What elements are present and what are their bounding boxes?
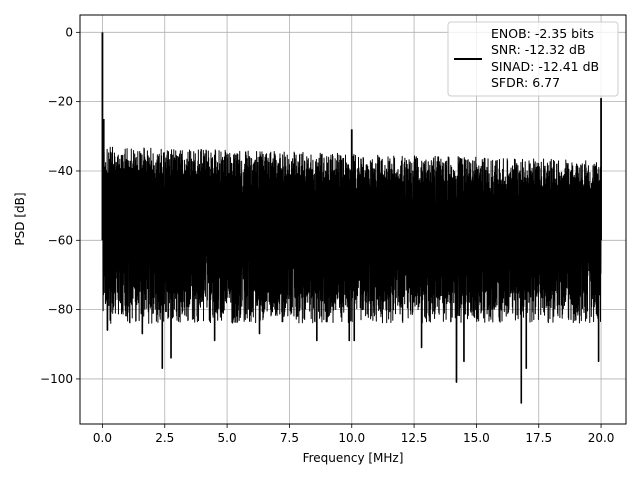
legend-line-sfdr: SFDR: 6.77 (491, 75, 560, 90)
x-tick-label: 17.5 (525, 431, 552, 445)
x-axis-label: Frequency [MHz] (303, 451, 404, 465)
legend-line-snr: SNR: -12.32 dB (491, 42, 586, 57)
x-tick-label: 2.5 (155, 431, 174, 445)
x-tick-label: 0.0 (93, 431, 112, 445)
y-tick-label: −60 (48, 233, 73, 247)
y-tick-label: −100 (40, 372, 73, 386)
x-tick-label: 10.0 (338, 431, 365, 445)
x-tick-label: 20.0 (588, 431, 615, 445)
plot-area (101, 32, 602, 404)
y-tick-label: 0 (65, 25, 73, 39)
legend-box (447, 21, 619, 97)
legend-line-enob: ENOB: -2.35 bits (491, 26, 594, 41)
y-tick-label: −80 (48, 303, 73, 317)
legend: ENOB: -2.35 bits SNR: -12.32 dB SINAD: -… (447, 21, 619, 97)
x-tick-label: 7.5 (280, 431, 299, 445)
psd-peaks (101, 32, 602, 404)
x-axis-ticks: 0.0 2.5 5.0 7.5 10.0 12.5 15.0 17.5 20.0 (93, 424, 615, 445)
y-tick-label: −40 (48, 164, 73, 178)
y-tick-label: −20 (48, 95, 73, 109)
y-axis-ticks: 0 −20 −40 −60 −80 −100 (40, 25, 80, 386)
x-tick-label: 12.5 (401, 431, 428, 445)
legend-line-sinad: SINAD: -12.41 dB (491, 59, 599, 74)
y-axis-label: PSD [dB] (13, 192, 27, 245)
x-tick-label: 15.0 (463, 431, 490, 445)
plot-frame (79, 14, 627, 425)
x-tick-label: 5.0 (218, 431, 237, 445)
